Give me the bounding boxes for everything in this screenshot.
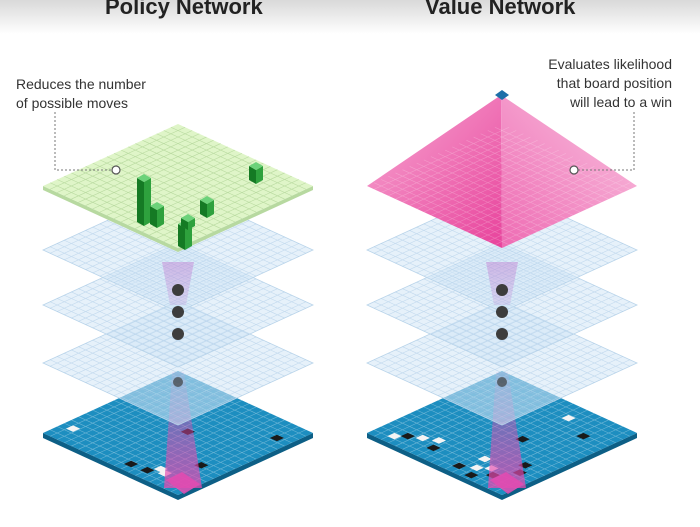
- value-board-stone-1: [400, 432, 415, 440]
- value-receptive-field-patch: [490, 472, 524, 494]
- policy-connector: [162, 262, 194, 305]
- value-board-stone-3: [431, 437, 447, 444]
- policy-annotation: Reduces the number of possible moves: [16, 76, 146, 111]
- value-board-stone-14: [515, 435, 530, 443]
- policy-layer-ellipsis-dot-1: [172, 284, 184, 296]
- policy-bar-2-top: [150, 202, 164, 210]
- policy-bar-6-top: [249, 162, 263, 170]
- policy-bar-2-right: [157, 206, 164, 228]
- policy-output-plane-side-right: [178, 186, 313, 252]
- policy-bar-6-right: [256, 166, 263, 184]
- policy-board-stone-5: [140, 466, 155, 474]
- policy-board-stone-6: [194, 461, 209, 469]
- policy-bar-3-right: [185, 224, 192, 250]
- value-board-stone-2: [415, 434, 430, 442]
- policy-layer-ellipsis-dot-3: [172, 328, 184, 340]
- policy-bar-5-right: [207, 200, 214, 218]
- value-hidden-layer-3-grid-lines: [373, 190, 631, 310]
- policy-network-title: Policy Network: [105, 0, 263, 19]
- value-board-stone-12: [561, 414, 576, 422]
- value-board-stone-9: [477, 455, 492, 463]
- value-pyramid-right-face: [501, 95, 637, 248]
- value-leader-line: [578, 112, 635, 171]
- policy-bar-5-left: [200, 200, 207, 218]
- value-layer-ellipsis-dot-1: [496, 284, 508, 296]
- policy-board-stone-1: [269, 434, 285, 442]
- header-band: [0, 0, 700, 34]
- policy-leader-marker: [111, 165, 121, 175]
- value-connector: [486, 262, 518, 305]
- policy-input-board-side-right: [178, 433, 313, 500]
- value-input-board-side-left: [367, 433, 502, 500]
- value-hidden-layer-3-grid: [373, 190, 631, 310]
- policy-output-plane-top: [43, 124, 313, 248]
- policy-bar-3-left: [178, 224, 185, 250]
- policy-bar-6-left: [249, 166, 256, 184]
- policy-bar-1-top: [137, 174, 151, 182]
- value-board-stone-11: [576, 432, 591, 440]
- value-board-stone-0: [387, 432, 402, 440]
- value-annotation: Evaluates likelihood that board position…: [548, 56, 672, 110]
- value-leader-marker: [569, 165, 579, 175]
- value-pyramid-grid-lines: [373, 126, 631, 246]
- value-layer-ellipsis-dot-2: [496, 306, 508, 318]
- policy-beam-source-dot: [173, 377, 183, 387]
- policy-leader-line: [54, 112, 112, 171]
- value-network-title: Value Network: [425, 0, 576, 19]
- value-pyramid-left-face: [367, 95, 502, 248]
- policy-board-stone-0: [65, 425, 81, 432]
- policy-bar-1-left: [137, 178, 144, 226]
- value-beam-source-dot: [497, 377, 507, 387]
- policy-input-board-side-left: [43, 433, 178, 500]
- policy-layer-ellipsis-dot-2: [172, 306, 184, 318]
- policy-bar-2-left: [150, 206, 157, 228]
- value-layer-ellipsis-dot-3: [496, 328, 508, 340]
- value-board-stone-6: [469, 464, 484, 471]
- policy-output-plane-side-left: [43, 186, 178, 252]
- value-board-stone-4: [426, 444, 441, 452]
- policy-bar-1-right: [144, 178, 151, 226]
- value-board-stone-5: [452, 462, 467, 470]
- value-output-node: [495, 90, 509, 100]
- value-board-stone-13: [518, 461, 533, 469]
- value-board-stone-10: [464, 471, 479, 479]
- policy-board-stone-2: [124, 460, 139, 468]
- policy-receptive-field-patch: [166, 472, 200, 494]
- value-input-board-side-right: [502, 433, 637, 500]
- policy-bar-4-top: [181, 214, 195, 222]
- value-pyramid-grid: [373, 126, 631, 246]
- policy-bar-5-top: [200, 196, 214, 204]
